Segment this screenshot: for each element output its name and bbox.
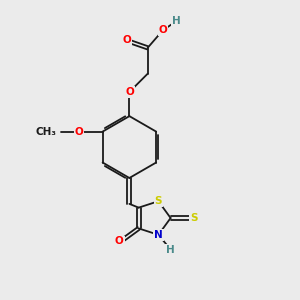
Text: O: O: [125, 87, 134, 97]
Text: S: S: [155, 196, 162, 206]
Text: CH₃: CH₃: [35, 127, 56, 136]
Text: O: O: [122, 35, 131, 46]
Text: S: S: [190, 213, 197, 223]
Text: O: O: [115, 236, 124, 246]
Text: H: H: [172, 16, 181, 26]
Text: H: H: [166, 244, 175, 254]
Text: N: N: [154, 230, 163, 240]
Text: O: O: [159, 25, 167, 35]
Text: O: O: [75, 127, 83, 136]
